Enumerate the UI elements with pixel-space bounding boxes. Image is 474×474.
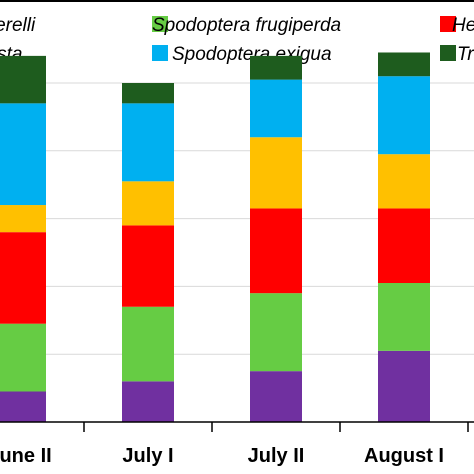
bar-segment-june-ii-5 <box>0 103 46 206</box>
x-axis: June II July I July II August I <box>0 421 474 467</box>
legend-label: Tr <box>457 44 474 65</box>
legend-swatch <box>152 45 168 61</box>
legend-item-spodoptera-exigua: Spodoptera exigua <box>152 44 332 65</box>
bar-segment-july-ii-1 <box>250 371 302 422</box>
legend: cockerelliSpodoptera frugiperdaHelbicost… <box>0 0 474 65</box>
bar-segment-july-i-1 <box>122 381 174 422</box>
bar-segment-july-i-2 <box>122 306 174 382</box>
legend-item-tr: Tr <box>440 44 474 65</box>
bars <box>0 52 430 422</box>
legend-item-spodoptera-frugiperda: Spodoptera frugiperda <box>152 15 341 36</box>
bar-segment-july-i-3 <box>122 225 174 307</box>
bar-segment-august-i-6 <box>378 52 430 77</box>
legend-swatch <box>440 16 456 32</box>
x-tick-label: July I <box>122 445 173 467</box>
x-tick-label: August I <box>364 445 444 467</box>
bar-segment-july-i-5 <box>122 103 174 182</box>
bar-segment-june-ii-3 <box>0 232 46 324</box>
bar-segment-june-ii-2 <box>0 323 46 392</box>
bar-segment-august-i-4 <box>378 154 430 209</box>
bar-segment-july-i-4 <box>122 181 174 226</box>
legend-item-cockerelli: cockerelli <box>0 15 36 36</box>
legend-label: He <box>452 15 474 36</box>
x-tick-label: June II <box>0 445 52 467</box>
bar-segment-june-ii-4 <box>0 205 46 233</box>
legend-label: cockerelli <box>0 15 36 36</box>
bar-segment-june-ii-6 <box>0 55 46 104</box>
bar-segment-july-ii-5 <box>250 79 302 138</box>
legend-item-he: He <box>440 15 474 36</box>
bar-segment-july-ii-3 <box>250 208 302 294</box>
bar-segment-august-i-3 <box>378 208 430 284</box>
legend-label: Spodoptera frugiperda <box>152 15 341 36</box>
legend-swatch <box>152 16 168 32</box>
bar-segment-july-ii-4 <box>250 137 302 209</box>
bar-segment-july-ii-2 <box>250 293 302 372</box>
bar-segment-july-ii-6 <box>250 55 302 80</box>
legend-swatch <box>440 45 456 61</box>
x-tick-label: July II <box>248 445 305 467</box>
bar-segment-august-i-5 <box>378 76 430 155</box>
bar-segment-august-i-1 <box>378 350 430 422</box>
bar-segment-june-ii-1 <box>0 391 46 422</box>
bar-segment-august-i-2 <box>378 283 430 351</box>
bar-segment-july-i-6 <box>122 83 174 104</box>
